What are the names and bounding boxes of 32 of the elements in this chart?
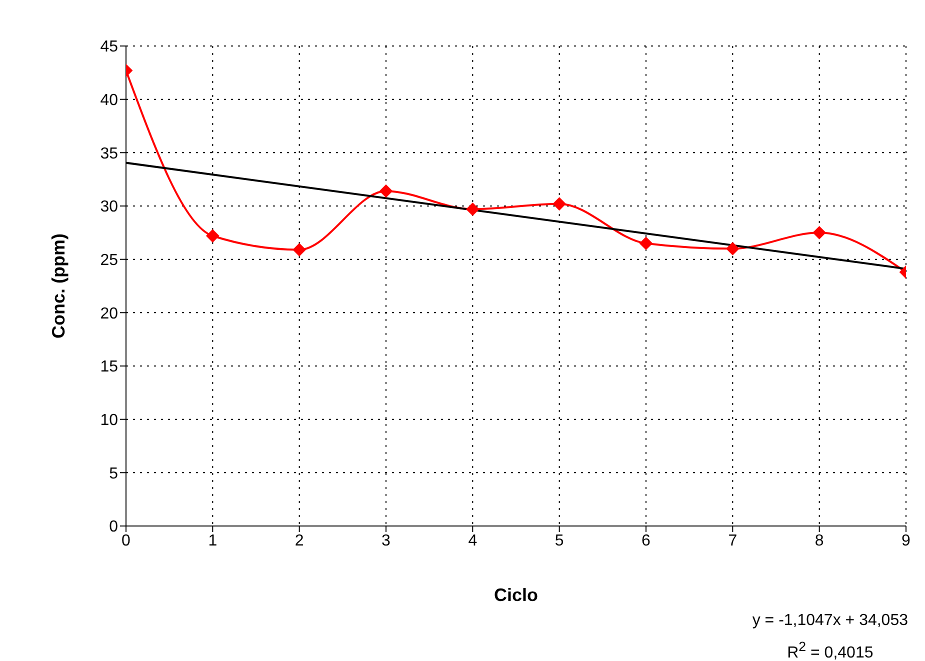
x-tick-label: 5 — [554, 532, 564, 550]
point — [640, 236, 652, 250]
y-tick-label: 0 — [109, 518, 118, 536]
text: R$^{2}$ = 0,4015 — [786, 638, 874, 661]
x-tick-label: 9 — [902, 532, 911, 550]
point — [552, 197, 566, 210]
y-tick-label: 20 — [100, 305, 118, 322]
x-axis-title: Ciclo — [494, 585, 538, 605]
text: y = -1,1047x + 34,053 — [752, 611, 908, 631]
x-tick-label: 6 — [642, 532, 651, 550]
point — [292, 243, 306, 256]
y-tick-label: 40 — [100, 92, 118, 110]
y-tick-label: 30 — [100, 198, 118, 216]
y-tick-label: 10 — [100, 412, 118, 430]
y-tick-label: 15 — [100, 358, 118, 376]
x-tick-label: 2 — [294, 532, 304, 550]
point — [206, 229, 220, 242]
x-tick-label: 1 — [208, 532, 218, 550]
y-tick-label: 5 — [109, 465, 118, 482]
y-tick-label: 25 — [100, 252, 118, 270]
x-tick-label: 8 — [814, 532, 824, 550]
y-tick-label: 45 — [100, 38, 118, 56]
y-axis-title: Conc. (ppm) — [48, 234, 68, 338]
point — [466, 202, 480, 216]
x-tick-label: 4 — [468, 532, 478, 550]
point — [812, 226, 826, 240]
x-tick-label: 7 — [728, 532, 738, 550]
point — [380, 184, 392, 198]
x-tick-label: 3 — [382, 532, 391, 550]
x-tick-label: 0 — [122, 532, 131, 550]
point — [726, 242, 740, 256]
y-tick-label: 35 — [100, 145, 118, 162]
